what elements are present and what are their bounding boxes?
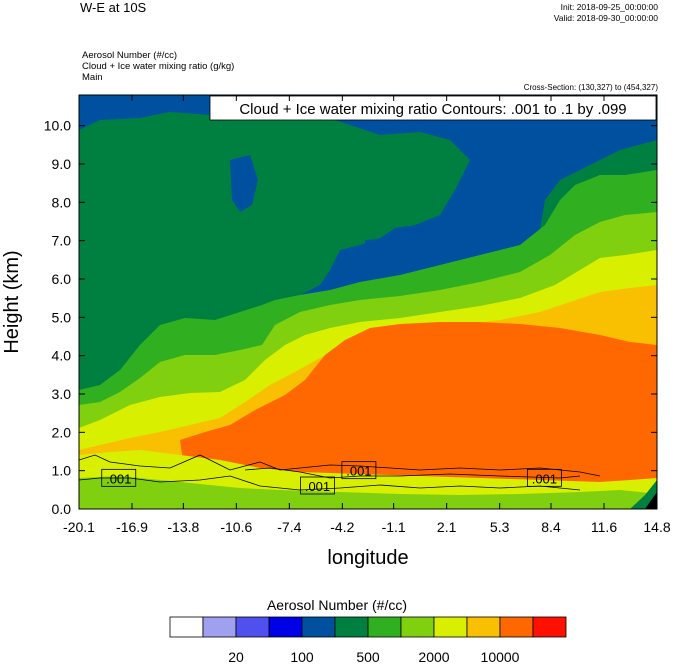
y-tick-label: 2.0 (52, 424, 72, 440)
field-label-cloud-ice: Cloud + Ice water mixing ratio (g/kg) (82, 61, 235, 72)
colorbar-tick-label: 20 (228, 649, 244, 665)
x-tick-label: -20.1 (63, 519, 95, 535)
y-tick-label: 0.0 (52, 501, 72, 517)
x-tick-label: -1.1 (382, 519, 406, 535)
contour-label-box (341, 461, 377, 480)
y-tick-label: 6.0 (52, 271, 72, 287)
contour-info-box: Cloud + Ice water mixing ratio Contours:… (209, 95, 657, 121)
contour-label: .001 (346, 464, 371, 479)
field-blue-hole-2 (365, 238, 402, 282)
x-tick-label: 2.1 (437, 519, 457, 535)
aerosol-field (79, 95, 657, 509)
field-east-corner-dark (645, 492, 657, 509)
x-tick-label: -16.9 (116, 519, 148, 535)
valid-time: Valid: 2018-09-30_00:00:00 (553, 13, 658, 23)
y-tick-label: 7.0 (52, 233, 72, 249)
plot-frame (78, 94, 658, 510)
contour-label-box (526, 468, 562, 487)
x-tick-label: -4.2 (330, 519, 354, 535)
y-tick-label: 5.0 (52, 309, 72, 325)
contour-label: .001 (106, 471, 131, 486)
contour-line-1 (79, 454, 601, 477)
contour-labels: .001 .001 .001 .001 (101, 461, 562, 495)
y-axis-label: Height (km) (1, 250, 23, 353)
contour-line-2 (79, 475, 581, 491)
y-axis: 0.0 1.0 2.0 3.0 4.0 5.0 6.0 7.0 8.0 9.0 10.0 (44, 118, 657, 517)
colorbar-swatch (400, 616, 435, 638)
contour-label: .001 (305, 479, 330, 494)
colorbar-tick-label: 2000 (418, 649, 449, 665)
x-tick-label: 5.3 (490, 519, 510, 535)
y-tick-label: 9.0 (52, 156, 72, 172)
x-axis-label: longitude (327, 547, 408, 569)
colorbar-title: Aerosol Number (#/cc) (266, 597, 408, 613)
field-label-aerosol: Aerosol Number (#/cc) (82, 50, 178, 61)
x-tick-label: -7.4 (277, 519, 301, 535)
field-label-main: Main (82, 72, 103, 83)
x-tick-label: -10.6 (220, 519, 252, 535)
colorbar-tick-label: 100 (290, 649, 314, 665)
colorbar-swatch (202, 616, 237, 638)
colorbar-swatch (499, 616, 534, 638)
y-tick-label: 3.0 (52, 386, 72, 402)
colorbar-swatch (367, 616, 402, 638)
colorbar-tick-label: 10000 (481, 649, 520, 665)
field-low-green (79, 476, 657, 509)
colorbar: 20 100 500 2000 10000 (169, 616, 567, 665)
y-tick-label: 10.0 (44, 118, 71, 134)
colorbar-swatch (301, 616, 336, 638)
cross-section-label: Cross-Section: (130,327) to (454,327) (523, 83, 658, 92)
x-axis: -20.1 -16.9 -13.8 -10.6 -7.4 -4.2 -1.1 2.1 5.3 8.… (63, 95, 671, 535)
x-tick-label: 14.8 (643, 519, 670, 535)
colorbar-swatch (433, 616, 468, 638)
y-tick-label: 1.0 (52, 463, 72, 479)
colorbar-swatch (268, 616, 303, 638)
x-tick-label: 11.6 (591, 519, 617, 535)
colorbar-tick-label: 500 (356, 649, 380, 665)
plot-title: W-E at 10S (80, 0, 147, 15)
field-band-darkorange (180, 322, 657, 509)
colorbar-swatch (169, 616, 204, 638)
contour-info-text: Cloud + Ice water mixing ratio Contours:… (239, 101, 626, 118)
colorbar-swatch (466, 616, 501, 638)
init-time: Init: 2018-09-25_00:00:00 (560, 2, 658, 12)
contour-label-box (300, 476, 335, 495)
colorbar-swatch (235, 616, 270, 638)
colorbar-swatch (532, 616, 567, 638)
x-tick-label: -13.8 (167, 519, 199, 535)
contour-label: .001 (532, 471, 557, 486)
y-tick-label: 4.0 (52, 348, 72, 364)
x-tick-label: 8.4 (541, 519, 561, 535)
contour-lines (79, 454, 601, 491)
field-blue-hole (230, 155, 258, 212)
contour-label-box (101, 468, 137, 487)
colorbar-swatch (334, 616, 369, 638)
contour-line-3 (244, 467, 581, 479)
y-tick-label: 8.0 (52, 194, 72, 210)
